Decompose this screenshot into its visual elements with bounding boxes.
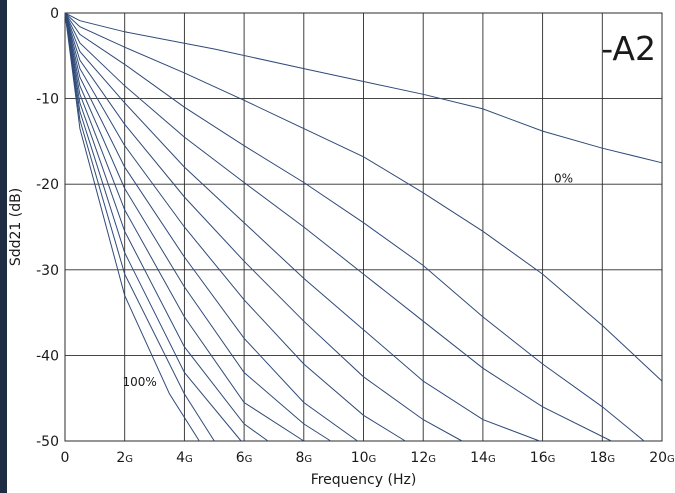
y-tick-label: -30: [36, 263, 59, 279]
x-tick-label: 16G: [530, 450, 556, 466]
corner-label: -A2: [601, 29, 656, 68]
x-tick-label: 10G: [351, 450, 377, 466]
x-tick-label: 0: [61, 450, 70, 466]
x-tick-unit: G: [245, 454, 253, 465]
x-tick-unit: G: [125, 454, 133, 465]
x-tick-label: 4G: [176, 450, 193, 466]
series-line-9: [65, 13, 331, 441]
x-tick-unit: G: [369, 454, 377, 465]
y-tick-label: 0: [50, 6, 59, 22]
x-tick-unit: G: [428, 454, 436, 465]
x-tick-label: 2G: [116, 450, 133, 466]
y-tick-label: -40: [36, 348, 59, 364]
annotations: 0% 100%: [122, 171, 573, 389]
series-line-11: [65, 13, 268, 441]
series-line-8: [65, 13, 358, 441]
x-tick-unit: G: [304, 454, 312, 465]
x-tick-unit: G: [185, 454, 193, 465]
y-tick-label: -50: [36, 434, 59, 450]
x-tick-unit: G: [667, 454, 675, 465]
x-tick-label: 14G: [470, 450, 496, 466]
x-tick-label: 20G: [649, 450, 675, 466]
x-tick-unit: G: [488, 454, 496, 465]
x-tick-label: 12G: [410, 450, 436, 466]
x-axis-label: Frequency (Hz): [311, 472, 417, 488]
x-tick-label: 8G: [295, 450, 312, 466]
y-axis-label: Sdd21 (dB): [8, 188, 24, 266]
y-tick-label: -10: [36, 92, 59, 108]
x-tick-label: 6G: [236, 450, 253, 466]
x-tick-unit: G: [607, 454, 615, 465]
x-tick-label: 18G: [590, 450, 616, 466]
tick-labels: 0 2G 4G 6G 8G 10G 12G 14G 16G 18G 20G 0 -10 -20 -30 -40…: [36, 6, 675, 466]
x-tick-unit: G: [548, 454, 556, 465]
annotation-label: 100%: [122, 375, 156, 389]
annotation-label: 0%: [554, 171, 573, 185]
y-tick-label: -20: [36, 177, 59, 193]
